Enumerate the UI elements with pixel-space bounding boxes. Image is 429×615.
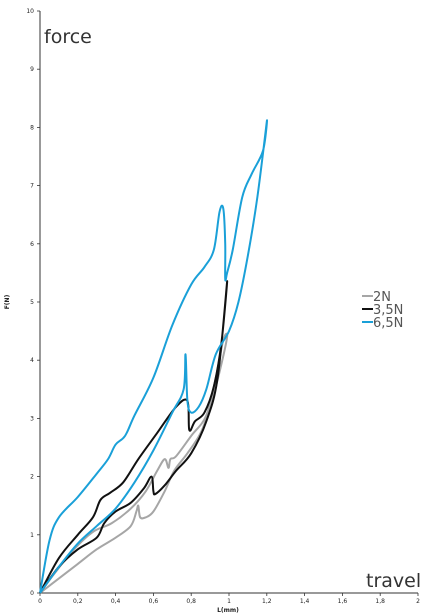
x-tick-label: 1 (227, 598, 231, 605)
y-axis-label: F(N) (4, 294, 11, 309)
y-tick-label: 10 (26, 8, 34, 15)
ticks-layer: 0 1 2 3 4 5 6 7 8 9 10 0 0,2 0,4 0,6 0,8 1 1,2 1,4 1,6 1,8 2 (26, 8, 420, 605)
x-tick-label: 1,4 (300, 598, 310, 605)
x-tick-label: 1,6 (338, 598, 348, 605)
y-tick-label: 8 (30, 124, 34, 131)
series-line-3-5n (39, 280, 229, 594)
legend-label: 3,5N (373, 303, 403, 318)
axes (39, 11, 418, 594)
y-tick-label: 5 (30, 299, 34, 306)
legend: 2N3,5N6,5N (362, 290, 403, 331)
y-tick-label: 6 (30, 241, 34, 248)
y-tick-label: 9 (30, 66, 34, 73)
y-tick-label: 2 (30, 474, 34, 481)
x-tick-label: 0,4 (111, 598, 121, 605)
y-tick-label: 1 (30, 532, 34, 539)
x-tick-label: 0,6 (149, 598, 159, 605)
y-tick-label: 0 (30, 590, 34, 597)
x-tick-label: 0,8 (186, 598, 196, 605)
force-annotation: force (44, 26, 92, 48)
travel-annotation: travel (366, 570, 421, 592)
series-line-2n (39, 332, 229, 594)
y-tick-label: 3 (30, 415, 34, 422)
x-axis-label: L(mm) (217, 607, 239, 614)
series-line-6-5n (39, 119, 269, 594)
x-tick-label: 1,2 (262, 598, 272, 605)
x-tick-label: 0 (38, 598, 42, 605)
y-tick-label: 7 (30, 183, 34, 190)
x-tick-label: 0,2 (73, 598, 83, 605)
y-tick-label: 4 (30, 357, 34, 364)
legend-label: 6,5N (373, 316, 403, 331)
legend-label: 2N (373, 290, 391, 305)
x-tick-label: 2 (416, 598, 420, 605)
series-layer (39, 119, 269, 594)
x-tick-label: 1,8 (375, 598, 385, 605)
